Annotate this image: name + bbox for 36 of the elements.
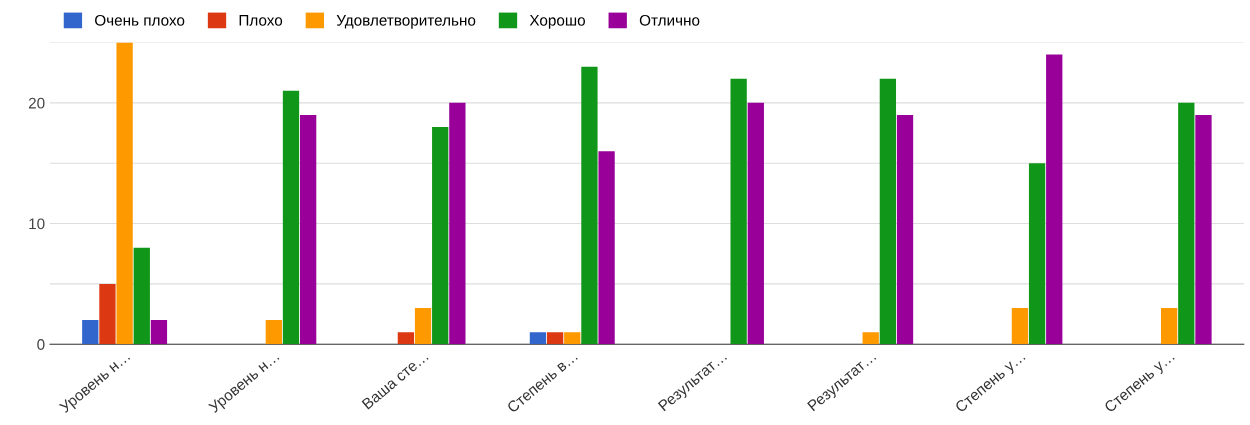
bar: [879, 78, 897, 345]
bar: [300, 114, 317, 345]
bar: [1028, 163, 1046, 345]
bar: [598, 151, 615, 345]
y-tick-label: 20: [28, 97, 45, 109]
bar: [1195, 114, 1212, 345]
bar: [133, 247, 150, 345]
bar: [449, 102, 466, 345]
bar: [581, 66, 598, 345]
bar: [397, 332, 415, 345]
bar: [529, 332, 547, 345]
bar: [546, 332, 564, 345]
bar: [1011, 308, 1029, 345]
bar: [564, 332, 581, 345]
y-tick-label: 10: [29, 218, 45, 230]
bar: [432, 126, 449, 345]
bar: [414, 308, 432, 345]
bar: [150, 320, 168, 345]
legend-label: Хорошо: [529, 15, 585, 29]
legend-label: Отлично: [639, 14, 700, 26]
bar: [82, 320, 99, 345]
legend-label: Очень плохо: [95, 14, 185, 26]
bar: [116, 42, 133, 345]
bar: [747, 102, 764, 345]
bar: [862, 332, 879, 345]
bar: [265, 320, 282, 345]
y-tick-label: 0: [37, 339, 45, 350]
bar: [730, 78, 747, 345]
legend-label: Удовлетворительно: [336, 15, 476, 29]
legend-label: Плохо: [239, 15, 283, 26]
bar: [1178, 102, 1195, 345]
bar: [1046, 54, 1063, 345]
bar: [1160, 308, 1178, 345]
bar: [99, 283, 116, 345]
bar: [896, 114, 914, 345]
bar: [282, 90, 300, 345]
